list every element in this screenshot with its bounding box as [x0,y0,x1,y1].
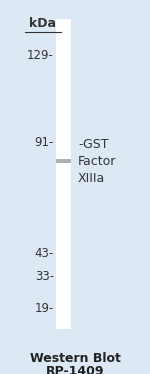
Text: Western Blot: Western Blot [30,352,120,365]
Text: 43-: 43- [35,247,54,260]
Text: -GST
Factor
XIIIa: -GST Factor XIIIa [78,138,116,185]
Text: kDa: kDa [29,17,56,30]
Bar [56,159,70,163]
Text: 19-: 19- [35,302,54,315]
Text: RP-1409: RP-1409 [46,365,104,374]
Text: 91-: 91- [35,137,54,149]
Bar [56,19,70,329]
Text: 33-: 33- [35,270,54,283]
Text: 129-: 129- [27,49,54,62]
